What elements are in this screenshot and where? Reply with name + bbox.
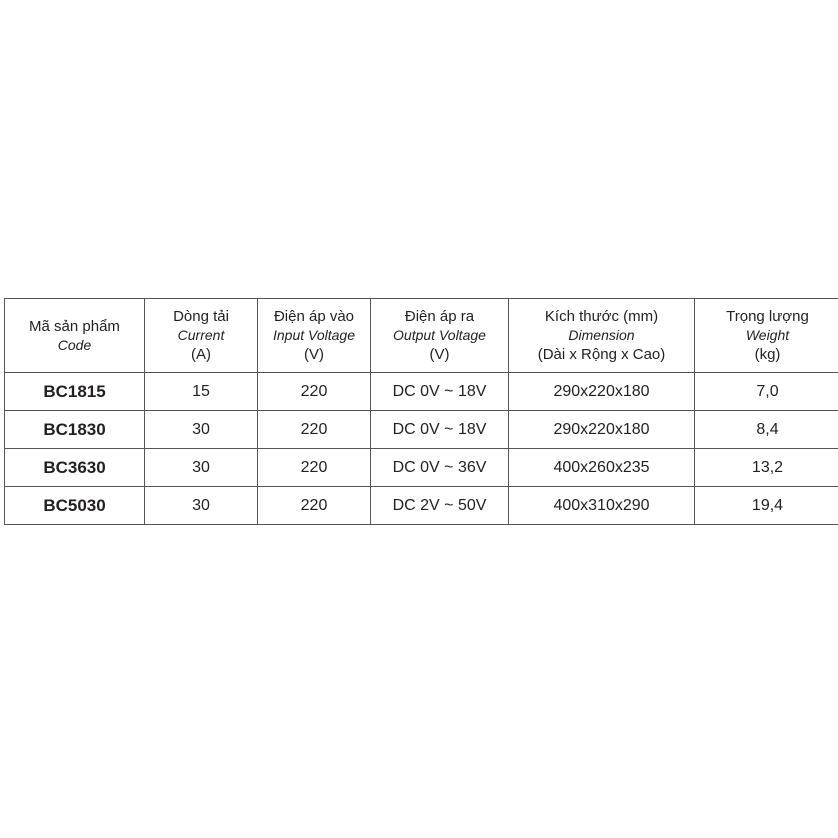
header-dimension-vi: Kích thước (mm): [544, 308, 659, 325]
cell-dimension: 400x310x290: [508, 486, 695, 525]
header-output-voltage-vi: Điện áp ra: [404, 308, 475, 325]
cell-output-voltage: DC 2V ~ 50V: [370, 486, 509, 525]
header-dimension: Kích thước (mm) Dimension (Dài x Rộng x Ca…: [508, 298, 695, 373]
header-output-voltage: Điện áp ra Output Voltage (V): [370, 298, 509, 373]
header-current: Dòng tải Current (A): [144, 298, 258, 373]
cell-code: BC3630: [4, 448, 145, 487]
table-row: BC5030 30 220 DC 2V ~ 50V 400x310x290 19,4: [4, 486, 838, 525]
header-input-voltage-unit: (V): [304, 346, 324, 363]
spec-table: Mã sản phẩm Code Dòng tải Current (A) Điện áp…: [4, 298, 838, 525]
header-output-voltage-en: Output Voltage: [393, 327, 486, 343]
cell-dimension: 290x220x180: [508, 410, 695, 449]
cell-dimension: 400x260x235: [508, 448, 695, 487]
header-current-en: Current: [177, 327, 225, 343]
cell-input-voltage: 220: [257, 410, 371, 449]
header-code-vi: Mã sản phẩm: [29, 317, 120, 335]
cell-output-voltage: DC 0V ~ 18V: [370, 410, 509, 449]
header-weight: Trọng lượng Weight (kg): [694, 298, 838, 373]
cell-weight: 8,4: [694, 410, 838, 449]
header-weight-vi: Trọng lượng: [726, 308, 809, 325]
cell-current: 15: [144, 372, 258, 411]
header-weight-en: Weight: [745, 327, 790, 343]
header-row: Mã sản phẩm Code Dòng tải Current (A) Điện áp…: [4, 298, 838, 373]
cell-code: BC5030: [4, 486, 145, 525]
header-code-en: Code: [57, 336, 92, 353]
cell-current: 30: [144, 486, 258, 525]
header-weight-unit: (kg): [754, 346, 781, 363]
cell-current: 30: [144, 410, 258, 449]
header-output-voltage-unit: (V): [429, 346, 450, 363]
header-input-voltage: Điện áp vào Input Voltage (V): [257, 298, 371, 373]
table-row: BC1815 15 220 DC 0V ~ 18V 290x220x180 7,0: [4, 372, 838, 411]
cell-weight: 13,2: [694, 448, 838, 487]
cell-current: 30: [144, 448, 258, 487]
cell-output-voltage: DC 0V ~ 36V: [370, 448, 509, 487]
cell-output-voltage: DC 0V ~ 18V: [370, 372, 509, 411]
header-input-voltage-en: Input Voltage: [273, 327, 355, 343]
cell-weight: 7,0: [694, 372, 838, 411]
header-code: Mã sản phẩm Code: [4, 298, 145, 373]
header-dimension-unit: (Dài x Rộng x Cao): [537, 346, 666, 363]
header-current-vi: Dòng tải: [173, 308, 229, 325]
header-input-voltage-vi: Điện áp vào: [273, 308, 355, 325]
header-current-unit: (A): [191, 346, 211, 363]
cell-code: BC1815: [4, 372, 145, 411]
cell-input-voltage: 220: [257, 372, 371, 411]
cell-weight: 19,4: [694, 486, 838, 525]
cell-input-voltage: 220: [257, 448, 371, 487]
cell-code: BC1830: [4, 410, 145, 449]
cell-input-voltage: 220: [257, 486, 371, 525]
cell-dimension: 290x220x180: [508, 372, 695, 411]
header-dimension-en: Dimension: [568, 327, 635, 343]
table-row: BC1830 30 220 DC 0V ~ 18V 290x220x180 8,4: [4, 410, 838, 449]
table-row: BC3630 30 220 DC 0V ~ 36V 400x260x235 13,2: [4, 448, 838, 487]
